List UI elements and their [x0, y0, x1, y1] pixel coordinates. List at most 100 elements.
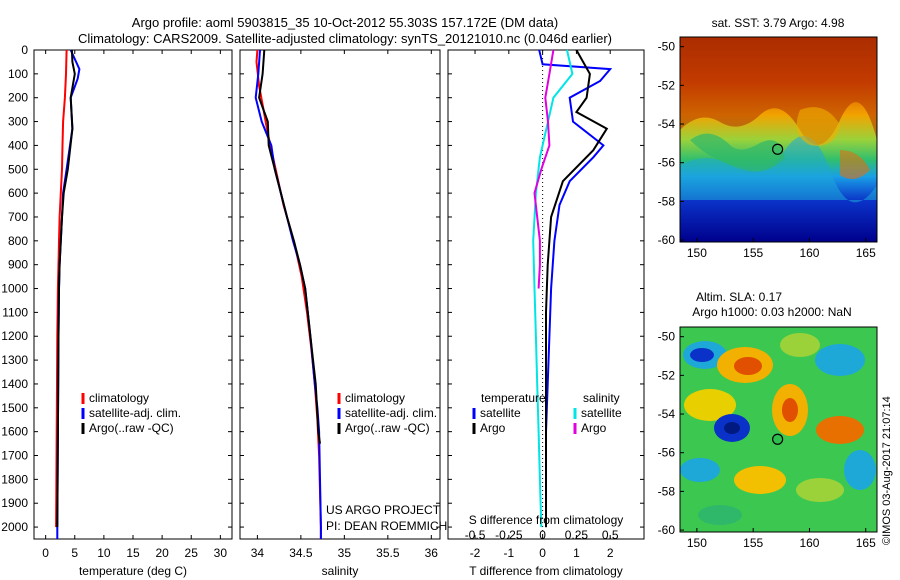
x-tick-label: 10 — [97, 546, 111, 560]
lat-tick-label: -60 — [658, 233, 676, 247]
depth-tick-label: 1800 — [1, 472, 28, 486]
salinity-plot-frame — [239, 49, 441, 540]
legend-heading: temperature — [481, 391, 546, 405]
x-tick-label: 34.5 — [289, 546, 313, 560]
s-tick-label: 0.25 — [565, 528, 589, 542]
legend-label: satellite — [581, 406, 622, 420]
legend-label: Argo — [581, 421, 607, 435]
series-line-temperature-satellite — [538, 49, 613, 528]
lat-tick-label: -58 — [658, 484, 676, 498]
sla-map-title-line1: Altim. SLA: 0.17 — [696, 290, 782, 304]
difference-plot: -2-1012-0.5-0.2500.250.5temperaturesatel… — [448, 49, 644, 560]
x-tick-label: 36 — [425, 546, 439, 560]
lon-tick-label: 160 — [799, 246, 819, 260]
salinity-axis-label: salinity — [322, 564, 359, 578]
legend-label: satellite-adj. clim. — [89, 406, 181, 420]
difference-plot-frame — [447, 49, 645, 540]
depth-tick-label: 1200 — [1, 329, 28, 343]
depth-tick-label: 1600 — [1, 425, 28, 439]
depth-tick-label: 1700 — [1, 449, 28, 463]
sst-map: sat. SST: 3.79 Argo: 4.98 -50 -52 -54 -56 -5… — [658, 16, 878, 260]
legend-label: climatology — [89, 391, 149, 405]
legend-label: Argo(..raw -QC) — [345, 421, 430, 435]
depth-tick-label: 200 — [8, 91, 28, 105]
depth-tick-label: 1500 — [1, 401, 28, 415]
series-line-satellite-adj-clim- — [56, 49, 81, 539]
series-line-argo-raw-qc- — [258, 49, 321, 444]
depth-tick-label: 1400 — [1, 377, 28, 391]
temperature-axis-label: temperature (deg C) — [79, 564, 187, 578]
lat-tick-label: -54 — [658, 117, 676, 131]
lat-tick-label: -56 — [658, 156, 676, 170]
lon-tick-label: 150 — [687, 246, 707, 260]
lat-tick-label: -50 — [658, 330, 676, 344]
x-tick-label: 15 — [126, 546, 140, 560]
legend-label: satellite — [480, 406, 521, 420]
lat-tick-label: -58 — [658, 194, 676, 208]
depth-tick-label: 1900 — [1, 496, 28, 510]
lat-tick-label: -52 — [658, 368, 676, 382]
x-tick-label: 35.5 — [376, 546, 400, 560]
lat-tick-label: -56 — [658, 446, 676, 460]
x-tick-label: 34 — [251, 546, 265, 560]
x-tick-label: 35 — [338, 546, 352, 560]
lon-tick-label: 155 — [743, 246, 763, 260]
sst-float-marker — [772, 143, 784, 155]
series-line-temperature-argo — [545, 49, 609, 528]
lon-tick-label: 150 — [687, 536, 707, 550]
lat-tick-label: -50 — [658, 40, 676, 54]
t-difference-axis-label: T difference from climatology — [469, 564, 623, 578]
series-line-climatology — [255, 49, 322, 539]
figure-title-line1: Argo profile: aoml 5903815_35 10-Oct-201… — [132, 15, 558, 30]
sst-map-title: sat. SST: 3.79 Argo: 4.98 — [712, 16, 845, 30]
x-tick-label: -2 — [470, 546, 481, 560]
depth-tick-label: 1100 — [2, 305, 28, 319]
depth-tick-label: 2000 — [1, 520, 28, 534]
sla-float-marker — [772, 433, 784, 445]
s-tick-label: 0.5 — [602, 528, 619, 542]
s-tick-label: -0.25 — [495, 528, 523, 542]
legend-heading: salinity — [583, 391, 620, 405]
lat-tick-label: -60 — [658, 523, 676, 537]
salinity-plot: 34 34.5 35 35.5 36 climatologysatellite-adj. … — [240, 49, 440, 560]
sla-map-title-line2: Argo h1000: 0.03 h2000: NaN — [692, 305, 851, 319]
x-tick-label: 2 — [607, 546, 614, 560]
legend-label: Argo(..raw -QC) — [89, 421, 174, 435]
series-line-climatology — [55, 49, 68, 528]
lat-tick-label: -54 — [658, 407, 676, 421]
depth-tick-label: 500 — [8, 162, 28, 176]
lon-tick-label: 165 — [856, 246, 876, 260]
depth-tick-label: 900 — [8, 258, 28, 272]
s-tick-label: -0.5 — [465, 528, 486, 542]
x-tick-label: 0 — [539, 546, 546, 560]
depth-tick-label: 800 — [8, 234, 28, 248]
depth-tick-label: 1000 — [1, 282, 28, 296]
depth-tick-label: 600 — [8, 186, 28, 200]
x-tick-label: 20 — [155, 546, 169, 560]
depth-tick-label: 400 — [8, 138, 28, 152]
legend-label: Argo — [480, 421, 506, 435]
depth-tick-label: 300 — [8, 115, 28, 129]
x-tick-label: 0 — [42, 546, 49, 560]
imos-credit: ©IMOS 03-Aug-2017 21:07:14 — [881, 396, 893, 545]
lon-tick-label: 155 — [743, 536, 763, 550]
x-tick-label: 1 — [573, 546, 580, 560]
depth-tick-label: 700 — [8, 210, 28, 224]
lon-tick-label: 160 — [799, 536, 819, 550]
lon-tick-label: 165 — [856, 536, 876, 550]
x-tick-label: 30 — [214, 546, 228, 560]
depth-tick-label: 100 — [8, 67, 28, 81]
lat-tick-label: -52 — [658, 78, 676, 92]
sla-map: Altim. SLA: 0.17 Argo h1000: 0.03 h2000:… — [658, 290, 878, 550]
series-line-argo-raw-qc- — [56, 49, 76, 528]
project-annotation: US ARGO PROJECT — [326, 503, 441, 517]
legend-label: satellite-adj. clim. — [345, 406, 437, 420]
pi-annotation: PI: DEAN ROEMMICH — [326, 519, 447, 533]
depth-axis: 0 100 200 300 400 500 600 700 800 900 1000 1100 1200… — [1, 43, 28, 534]
x-tick-label: 5 — [71, 546, 78, 560]
figure-title-line2: Climatology: CARS2009. Satellite-adjuste… — [78, 31, 612, 46]
series-line-salinity-satellite — [532, 49, 574, 528]
depth-tick-label: 1300 — [1, 353, 28, 367]
